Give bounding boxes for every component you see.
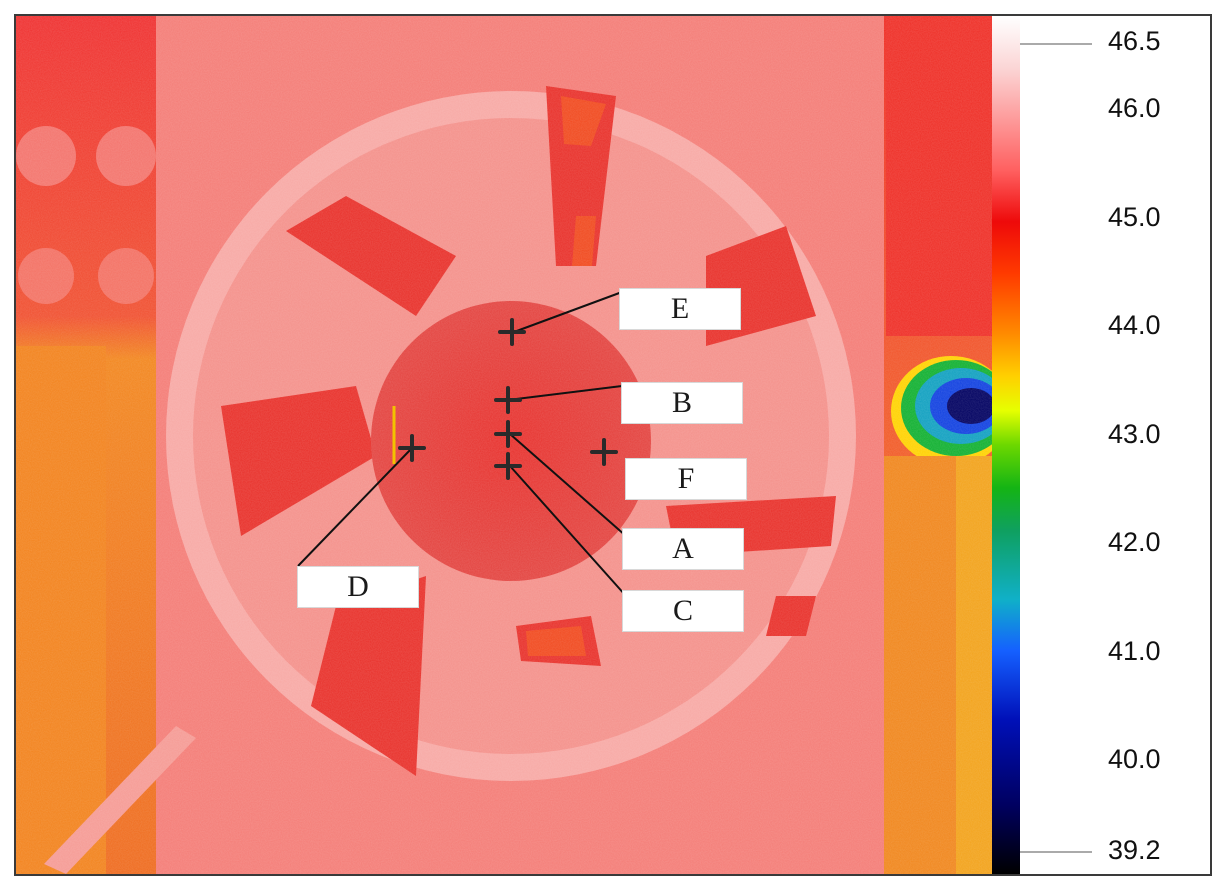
color-bar	[992, 16, 1020, 874]
marker-e	[498, 318, 526, 346]
label-e: E	[619, 288, 741, 330]
tick-label: 46.0	[1108, 93, 1161, 123]
tick-label: 40.0	[1108, 744, 1161, 774]
tick-label: 45.0	[1108, 202, 1161, 232]
fan-thermal-icon	[16, 16, 992, 874]
tick-max	[1020, 43, 1092, 45]
tick-label: 42.0	[1108, 527, 1161, 557]
tick-label: 41.0	[1108, 636, 1161, 666]
tick-label: 43.0	[1108, 419, 1161, 449]
thermal-image: E B F A C D	[16, 16, 992, 874]
marker-a	[494, 420, 522, 448]
label-d: D	[297, 566, 419, 608]
tick-label: 44.0	[1108, 310, 1161, 340]
marker-b	[494, 386, 522, 414]
tick-label-min: 39.2	[1108, 835, 1161, 865]
label-f: F	[625, 458, 747, 500]
tick-min	[1020, 851, 1092, 853]
temperature-scale: 46.5 46.0 45.0 44.0 43.0 42.0 41.0 40.0 …	[992, 16, 1210, 874]
label-c: C	[622, 590, 744, 632]
marker-d	[398, 434, 426, 462]
marker-c	[494, 452, 522, 480]
label-b: B	[621, 382, 743, 424]
label-a: A	[622, 528, 744, 570]
marker-f	[590, 438, 618, 466]
tick-label-max: 46.5	[1108, 26, 1161, 56]
image-frame: E B F A C D 46.5 46.0 45.0 44.0 43.0 42.…	[14, 14, 1212, 876]
